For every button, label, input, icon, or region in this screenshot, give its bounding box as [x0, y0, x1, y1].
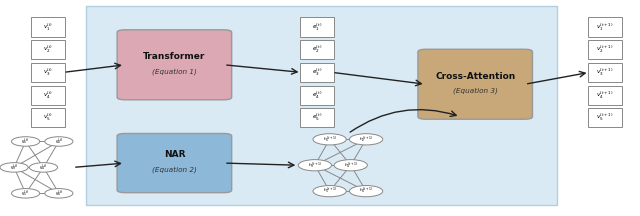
FancyBboxPatch shape — [300, 108, 334, 127]
Circle shape — [313, 134, 346, 145]
Text: $h_4^{(t+1)}$: $h_4^{(t+1)}$ — [344, 160, 358, 170]
Text: $e_3^{(t)}$: $e_3^{(t)}$ — [312, 67, 322, 78]
Text: $h_5^{(t+1)}$: $h_5^{(t+1)}$ — [323, 186, 337, 196]
Text: $g_1^{(t)}$: $g_1^{(t)}$ — [22, 136, 29, 147]
FancyBboxPatch shape — [86, 6, 557, 205]
Text: $v_4^{(t)}$: $v_4^{(t)}$ — [43, 89, 53, 101]
FancyBboxPatch shape — [300, 40, 334, 59]
Text: NAR: NAR — [164, 150, 185, 159]
Text: $g_6^{(t)}$: $g_6^{(t)}$ — [55, 188, 63, 199]
Circle shape — [12, 189, 40, 198]
FancyBboxPatch shape — [31, 108, 65, 127]
FancyBboxPatch shape — [31, 63, 65, 82]
Text: $h_1^{(t+1)}$: $h_1^{(t+1)}$ — [323, 134, 337, 145]
Circle shape — [29, 163, 58, 172]
FancyBboxPatch shape — [588, 40, 622, 59]
Circle shape — [313, 186, 346, 197]
Text: $e_1^{(t)}$: $e_1^{(t)}$ — [312, 21, 322, 33]
Text: $g_5^{(t)}$: $g_5^{(t)}$ — [22, 188, 29, 199]
FancyBboxPatch shape — [300, 17, 334, 37]
FancyBboxPatch shape — [418, 49, 532, 119]
Text: $v_2^{(t+1)}$: $v_2^{(t+1)}$ — [596, 44, 614, 55]
Circle shape — [334, 160, 367, 171]
Text: (Equation 2): (Equation 2) — [152, 167, 197, 173]
Text: $h_6^{(t+1)}$: $h_6^{(t+1)}$ — [359, 186, 373, 196]
Text: $e_2^{(t)}$: $e_2^{(t)}$ — [312, 44, 322, 55]
FancyBboxPatch shape — [117, 133, 232, 193]
Text: $e_5^{(t)}$: $e_5^{(t)}$ — [312, 112, 322, 123]
Text: $v_3^{(t+1)}$: $v_3^{(t+1)}$ — [596, 67, 614, 78]
Text: $v_1^{(t)}$: $v_1^{(t)}$ — [43, 21, 53, 33]
Text: Transformer: Transformer — [143, 52, 205, 61]
FancyBboxPatch shape — [588, 17, 622, 37]
Text: Cross-Attention: Cross-Attention — [435, 71, 515, 81]
Text: $h_3^{(t+1)}$: $h_3^{(t+1)}$ — [308, 160, 322, 170]
FancyBboxPatch shape — [588, 108, 622, 127]
FancyBboxPatch shape — [300, 86, 334, 105]
Circle shape — [0, 163, 28, 172]
Text: $g_2^{(t)}$: $g_2^{(t)}$ — [55, 136, 63, 147]
Circle shape — [12, 137, 40, 146]
FancyBboxPatch shape — [31, 17, 65, 37]
Text: (Equation 3): (Equation 3) — [452, 88, 498, 94]
Text: $g_3^{(t)}$: $g_3^{(t)}$ — [10, 162, 18, 173]
FancyBboxPatch shape — [117, 30, 232, 100]
Text: $e_4^{(t)}$: $e_4^{(t)}$ — [312, 89, 322, 101]
Circle shape — [45, 137, 73, 146]
Text: $v_2^{(t)}$: $v_2^{(t)}$ — [43, 44, 53, 55]
Text: $v_4^{(t+1)}$: $v_4^{(t+1)}$ — [596, 89, 614, 101]
Circle shape — [349, 186, 383, 197]
Circle shape — [45, 189, 73, 198]
Text: $g_4^{(t)}$: $g_4^{(t)}$ — [40, 162, 47, 173]
FancyBboxPatch shape — [588, 86, 622, 105]
Text: $v_1^{(t+1)}$: $v_1^{(t+1)}$ — [596, 21, 614, 33]
Text: $v_3^{(t)}$: $v_3^{(t)}$ — [43, 67, 53, 78]
FancyBboxPatch shape — [31, 40, 65, 59]
Circle shape — [298, 160, 332, 171]
Circle shape — [349, 134, 383, 145]
Text: $v_5^{(t)}$: $v_5^{(t)}$ — [43, 112, 53, 123]
FancyBboxPatch shape — [300, 63, 334, 82]
FancyBboxPatch shape — [588, 63, 622, 82]
FancyBboxPatch shape — [31, 86, 65, 105]
Text: $h_2^{(t+1)}$: $h_2^{(t+1)}$ — [359, 134, 373, 145]
Text: $v_5^{(t+1)}$: $v_5^{(t+1)}$ — [596, 112, 614, 123]
Text: (Equation 1): (Equation 1) — [152, 68, 197, 75]
